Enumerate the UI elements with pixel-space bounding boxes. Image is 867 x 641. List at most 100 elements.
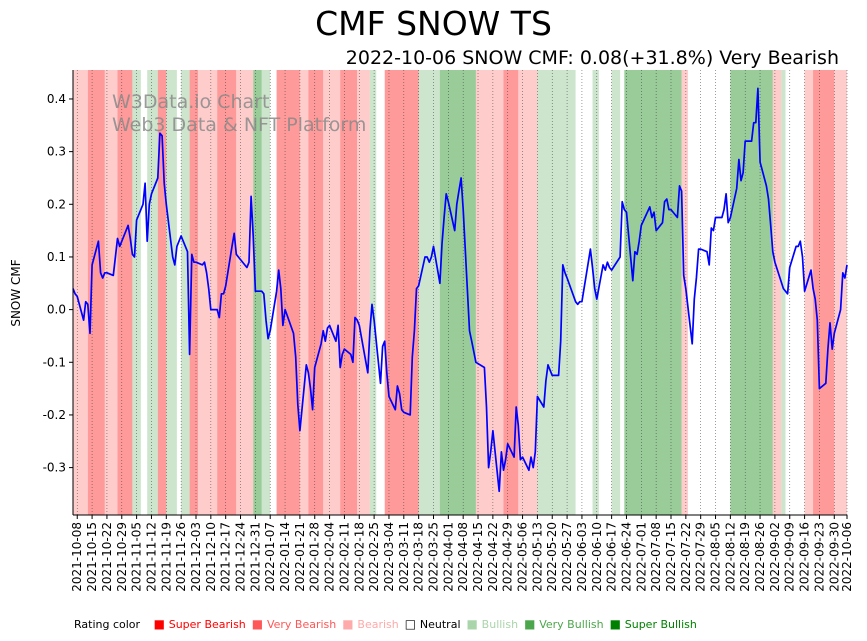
rating-band: [323, 70, 341, 515]
legend-item: ■ Bearish: [342, 617, 399, 631]
x-tick-label: 2021-12-03: [189, 522, 203, 592]
legend-swatch-icon: ■: [524, 617, 540, 631]
legend-item-label: Super Bearish: [168, 618, 246, 631]
x-tick-label: 2022-04-22: [486, 522, 500, 592]
x-tick-label: 2021-12-31: [248, 522, 262, 592]
rating-band: [369, 70, 377, 515]
chart-title: CMF SNOW TS: [315, 4, 552, 43]
x-tick-label: 2022-09-23: [812, 522, 826, 592]
rating-band: [611, 70, 621, 515]
x-tick-label: 2022-02-11: [337, 522, 351, 592]
rating-band: [418, 70, 440, 515]
legend-swatch-icon: ■: [466, 617, 482, 631]
rating-band: [439, 70, 476, 515]
rating-band: [357, 70, 370, 515]
rating-band: [104, 70, 118, 515]
x-tick-label: 2022-08-26: [753, 522, 767, 592]
legend-item: ■ Super Bullish: [610, 617, 697, 631]
rating-band: [518, 70, 538, 515]
y-tick-label: -0.3: [43, 461, 66, 475]
x-tick-label: 2022-04-01: [441, 522, 455, 592]
y-tick-label: 0.3: [47, 145, 66, 159]
x-tick-label: 2022-01-07: [263, 522, 277, 592]
rating-band: [475, 70, 504, 515]
x-tick-label: 2022-07-29: [694, 522, 708, 592]
x-tick-label: 2022-04-29: [501, 522, 515, 592]
rating-band: [340, 70, 358, 515]
x-tick-label: 2021-11-19: [159, 522, 173, 592]
rating-band: [308, 70, 324, 515]
x-tick-label: 2022-02-25: [367, 522, 381, 592]
y-axis-label: SNOW CMF: [9, 259, 23, 326]
x-tick-label: 2022-01-21: [293, 522, 307, 592]
x-tick-label: 2022-02-18: [352, 522, 366, 592]
rating-band: [253, 70, 262, 515]
rating-band: [181, 70, 190, 515]
x-tick-label: 2021-10-29: [115, 522, 129, 592]
x-tick-label: 2022-04-15: [471, 522, 485, 592]
legend-swatch-icon: ■: [342, 617, 358, 631]
rating-band: [236, 70, 254, 515]
x-tick-label: 2022-08-05: [709, 522, 723, 592]
rating-legend: Rating color ■ Super Bearish ■ Very Beari…: [74, 617, 703, 632]
legend-swatch-icon: ■: [153, 617, 169, 631]
legend-title: Rating color: [74, 618, 141, 631]
legend-swatch-icon: □: [404, 617, 420, 631]
rating-band: [73, 70, 88, 515]
x-tick-label: 2022-06-24: [620, 522, 634, 592]
rating-band: [781, 70, 786, 515]
x-tick-label: 2021-11-26: [174, 522, 188, 592]
x-tick-label: 2022-10-06: [840, 522, 854, 592]
watermark-line-1: W3Data.io Chart: [112, 91, 269, 113]
legend-items: ■ Super Bearish ■ Very Bearish ■ Bearish □ …: [153, 617, 703, 631]
x-tick-label: 2022-05-27: [560, 522, 574, 592]
legend-item-label: Bearish: [357, 618, 399, 631]
x-tick-label: 2022-02-04: [323, 522, 337, 592]
legend-item-label: Very Bearish: [266, 618, 337, 631]
rating-band: [834, 70, 847, 515]
rating-band: [681, 70, 688, 515]
y-tick-label: -0.1: [43, 355, 66, 369]
rating-band: [384, 70, 419, 515]
x-tick-label: 2022-09-30: [827, 522, 841, 592]
y-tick-label: 0.2: [47, 197, 66, 211]
y-tick-label: -0.2: [43, 408, 66, 422]
legend-item: ■ Very Bullish: [524, 617, 604, 631]
rating-band: [537, 70, 576, 515]
rating-band: [261, 70, 271, 515]
x-tick-label: 2022-07-01: [634, 522, 648, 592]
rating-band: [503, 70, 519, 515]
x-tick-label: 2022-05-13: [530, 522, 544, 592]
x-tick-label: 2022-03-04: [382, 522, 396, 592]
rating-band: [276, 70, 300, 515]
x-tick-label: 2021-10-22: [100, 522, 114, 592]
y-tick-label: 0.4: [47, 92, 66, 106]
weekly-gridlines: [76, 70, 848, 515]
legend-item-label: Neutral: [419, 618, 461, 631]
x-tick-label: 2022-05-20: [545, 522, 559, 592]
legend-item: □ Neutral: [404, 617, 461, 631]
x-tick-label: 2022-08-19: [738, 522, 752, 592]
x-tick-label: 2022-09-09: [783, 522, 797, 592]
x-tick-label: 2022-04-08: [456, 522, 470, 592]
x-tick-label: 2022-05-06: [516, 522, 530, 592]
legend-item: ■ Very Bearish: [251, 617, 337, 631]
x-tick-label: 2021-12-17: [219, 522, 233, 592]
legend-item-label: Bullish: [481, 618, 519, 631]
x-tick-label: 2022-01-14: [278, 522, 292, 592]
x-tick-label: 2021-11-12: [145, 522, 159, 592]
x-tick-label: 2022-01-28: [308, 522, 322, 592]
rating-band: [217, 70, 237, 515]
x-tick-label: 2021-10-08: [70, 522, 84, 592]
rating-band: [730, 70, 773, 515]
x-tick-label: 2022-06-03: [575, 522, 589, 592]
cmf-series-line: [72, 87, 848, 493]
x-tick-label: 2022-03-25: [427, 522, 441, 592]
legend-swatch-icon: ■: [251, 617, 267, 631]
x-tick-label: 2021-11-05: [130, 522, 144, 592]
rating-band: [87, 70, 105, 515]
rating-band: [147, 70, 158, 515]
x-tick-label: 2022-03-18: [412, 522, 426, 592]
